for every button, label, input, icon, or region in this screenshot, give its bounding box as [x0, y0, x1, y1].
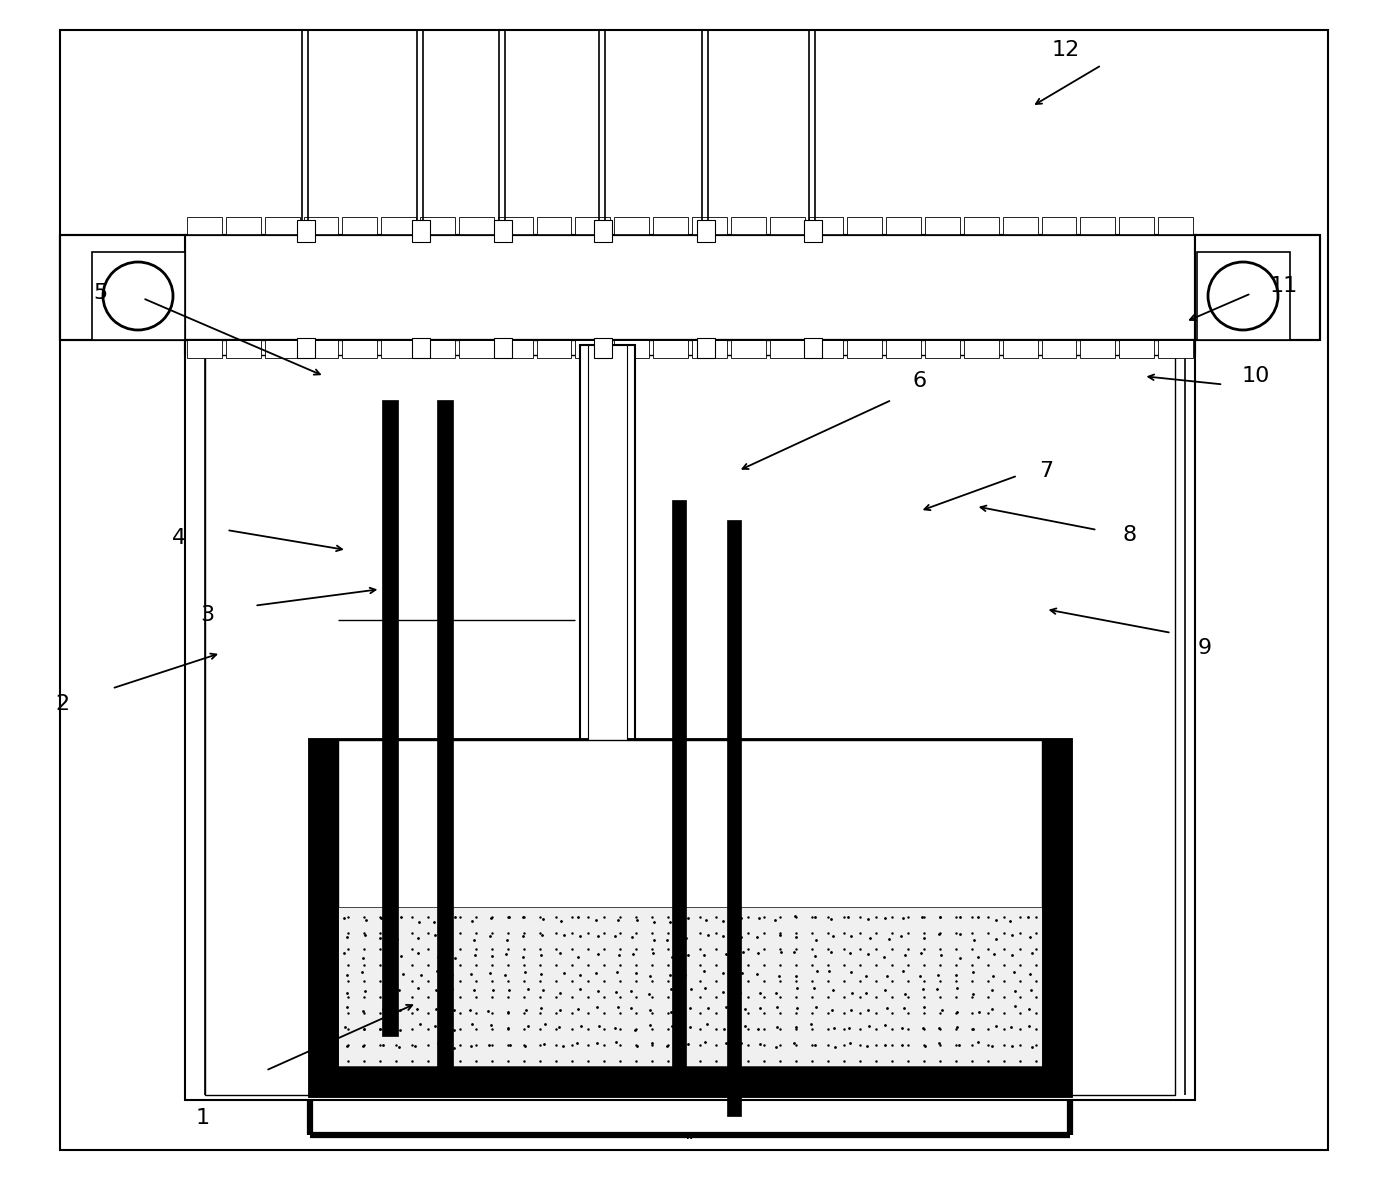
Bar: [770, 216, 804, 235]
Bar: [614, 216, 649, 235]
Bar: [808, 216, 843, 235]
Bar: [1120, 216, 1155, 235]
Bar: [1120, 340, 1155, 358]
Bar: [1081, 216, 1116, 235]
Bar: [653, 340, 688, 358]
Ellipse shape: [1208, 261, 1278, 330]
Bar: [770, 340, 804, 358]
Bar: [382, 400, 398, 1036]
Bar: [185, 340, 1195, 1100]
Text: 5: 5: [94, 284, 108, 303]
Bar: [459, 216, 493, 235]
Bar: [653, 216, 688, 235]
Bar: [412, 338, 431, 358]
Bar: [698, 338, 714, 358]
Bar: [886, 216, 921, 235]
Bar: [537, 340, 572, 358]
Bar: [804, 338, 822, 358]
Bar: [925, 340, 960, 358]
Bar: [1002, 340, 1037, 358]
Bar: [303, 340, 338, 358]
Bar: [965, 216, 998, 235]
Text: 7: 7: [1039, 461, 1053, 480]
Bar: [1195, 235, 1320, 340]
Bar: [594, 220, 612, 243]
Bar: [498, 216, 533, 235]
Text: 8: 8: [1123, 525, 1137, 544]
Bar: [264, 216, 299, 235]
Bar: [1158, 340, 1192, 358]
Bar: [727, 521, 741, 1116]
Bar: [303, 216, 338, 235]
Bar: [185, 235, 1195, 340]
Text: 3: 3: [200, 606, 214, 625]
Bar: [296, 338, 315, 358]
Bar: [672, 500, 686, 1077]
Bar: [692, 340, 727, 358]
Bar: [187, 216, 222, 235]
Bar: [576, 340, 611, 358]
Text: 4: 4: [172, 529, 186, 548]
Bar: [419, 216, 454, 235]
Bar: [808, 340, 843, 358]
Bar: [338, 741, 1042, 1067]
Bar: [226, 340, 260, 358]
Bar: [493, 338, 512, 358]
Bar: [731, 340, 766, 358]
Bar: [1158, 216, 1192, 235]
Text: 10: 10: [1241, 367, 1269, 386]
Bar: [576, 216, 611, 235]
Bar: [264, 340, 299, 358]
Bar: [804, 220, 822, 243]
Bar: [310, 741, 338, 1095]
Bar: [589, 345, 626, 1035]
Bar: [382, 216, 417, 235]
Bar: [1081, 340, 1116, 358]
Bar: [925, 216, 960, 235]
Bar: [206, 355, 1174, 1095]
Bar: [580, 345, 635, 1035]
Bar: [92, 252, 185, 340]
Bar: [1002, 216, 1037, 235]
Bar: [1042, 741, 1069, 1095]
Text: 12: 12: [1051, 40, 1079, 59]
Bar: [459, 340, 493, 358]
Ellipse shape: [103, 261, 173, 330]
Bar: [1042, 216, 1076, 235]
Bar: [310, 741, 1069, 1095]
Bar: [698, 220, 714, 243]
Text: 1: 1: [196, 1108, 210, 1127]
Text: 9: 9: [1198, 639, 1212, 658]
Bar: [614, 340, 649, 358]
Text: 2: 2: [56, 694, 70, 713]
Bar: [886, 340, 921, 358]
Bar: [1197, 252, 1290, 340]
Bar: [537, 216, 572, 235]
Bar: [498, 340, 533, 358]
Bar: [419, 340, 454, 358]
Bar: [296, 220, 315, 243]
Bar: [438, 400, 453, 1077]
Bar: [382, 340, 417, 358]
Bar: [594, 338, 612, 358]
Bar: [338, 907, 1042, 1066]
Bar: [60, 235, 185, 340]
Bar: [692, 216, 727, 235]
Bar: [187, 340, 222, 358]
Text: 11: 11: [1269, 277, 1297, 296]
Bar: [731, 216, 766, 235]
Bar: [965, 340, 998, 358]
Bar: [412, 220, 431, 243]
Bar: [226, 216, 260, 235]
Bar: [847, 216, 882, 235]
Bar: [343, 216, 377, 235]
Bar: [310, 1067, 1069, 1095]
Text: 6: 6: [913, 371, 927, 390]
Bar: [1042, 340, 1076, 358]
Bar: [343, 340, 377, 358]
Bar: [847, 340, 882, 358]
Bar: [493, 220, 512, 243]
